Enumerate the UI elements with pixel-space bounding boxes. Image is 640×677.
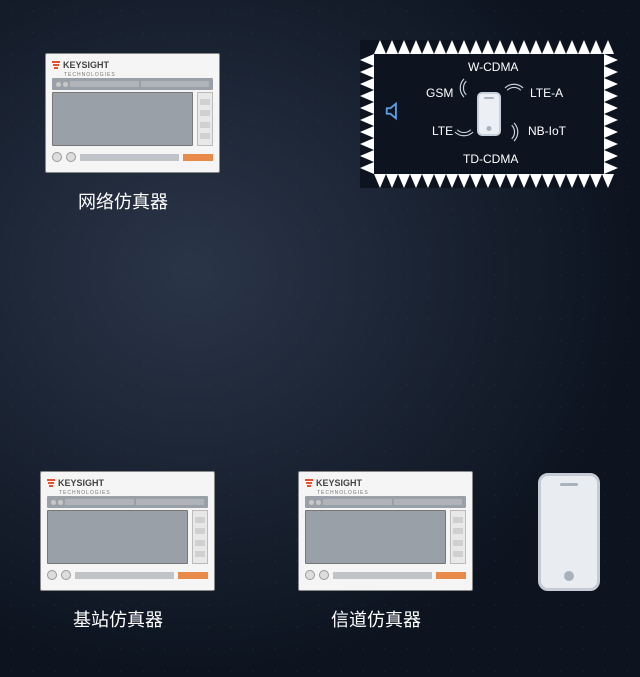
keysight-logo: KEYSIGHT [47,478,208,488]
network-emulator: KEYSIGHT TECHNOLOGIES [45,53,220,173]
channel-emulator-caption: 信道仿真器 [331,606,421,632]
protocol-tdcdma: TD-CDMA [463,152,518,166]
base-station-emulator: KEYSIGHT TECHNOLOGIES [40,471,215,591]
brand-text: KEYSIGHT [58,478,104,488]
base-station-emulator-caption: 基站仿真器 [73,606,163,632]
dut-phone-icon [477,92,501,136]
keysight-logo: KEYSIGHT [305,478,466,488]
chamber-triangles-left [360,54,374,174]
anechoic-chamber: W-CDMA GSM LTE-A LTE NB-IoT TD-CDMA [360,40,618,188]
protocol-ltea: LTE-A [530,86,563,100]
chamber-triangles-bottom [374,174,604,188]
smartphone-icon [538,473,600,591]
speaker-icon [384,100,406,122]
chamber-triangles-right [604,54,618,174]
protocol-nbiot: NB-IoT [528,124,566,138]
protocol-gsm: GSM [426,86,453,100]
channel-emulator: KEYSIGHT TECHNOLOGIES [298,471,473,591]
brand-text: KEYSIGHT [316,478,362,488]
protocol-wcdma: W-CDMA [468,60,518,74]
network-emulator-caption: 网络仿真器 [78,188,168,214]
brand-text: KEYSIGHT [63,60,109,70]
chamber-triangles-top [374,40,604,54]
keysight-logo: KEYSIGHT [52,60,213,70]
protocol-lte: LTE [432,124,453,138]
